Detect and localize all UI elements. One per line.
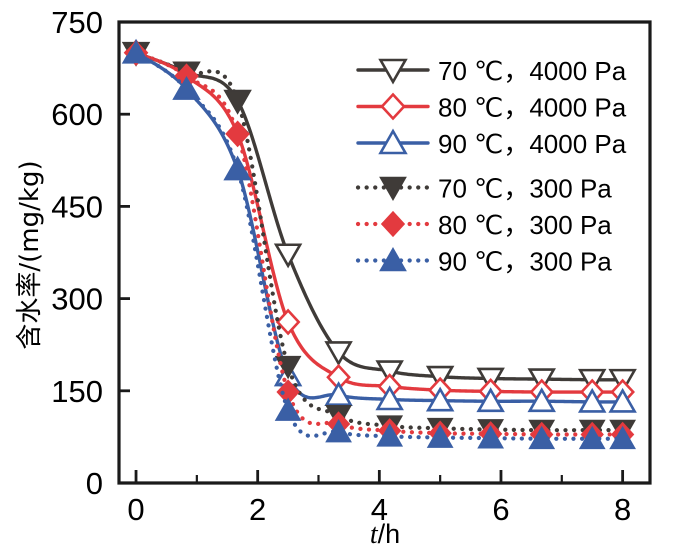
legend-label: 70 ℃，4000 Pa (438, 56, 627, 86)
x-tick-label-8: 8 (614, 492, 631, 527)
data-point-marker (528, 425, 556, 450)
svg-text:t/h: t/h (370, 519, 400, 550)
y-axis-ticks (119, 112, 130, 393)
y-tick-label-450: 450 (51, 189, 103, 224)
data-point-marker (122, 39, 150, 64)
data-point-marker (375, 385, 404, 411)
legend-marker-sample (379, 247, 407, 272)
legend-label: 90 ℃，4000 Pa (438, 129, 627, 159)
x-axis-ticks (134, 470, 625, 483)
legend-label: 90 ℃，300 Pa (438, 247, 612, 277)
data-point-marker (578, 425, 606, 450)
data-point-marker (476, 387, 505, 413)
data-point-marker (577, 387, 607, 413)
data-point-marker (608, 387, 637, 413)
data-point-marker (273, 243, 303, 269)
data-point-marker (425, 386, 455, 412)
data-point-marker (274, 397, 302, 421)
x-tick-label-6: 6 (492, 492, 509, 527)
data-point-marker (609, 425, 637, 450)
legend-label: 80 ℃，300 Pa (438, 210, 612, 240)
y-axis-title: 含水率/(mg/kg) (15, 160, 45, 349)
data-point-marker (426, 424, 454, 448)
data-point-marker (325, 418, 352, 443)
x-axis-tick-labels: 0 2 4 6 8 (127, 492, 631, 527)
legend-marker-sample (378, 128, 408, 155)
legend-label: 80 ℃，4000 Pa (438, 93, 627, 123)
legend-label: 70 ℃，300 Pa (438, 174, 612, 204)
data-point-marker (275, 308, 301, 336)
y-axis-tick-labels: 0 150 300 450 600 750 (51, 5, 103, 501)
legend-entry-3[interactable]: 90 ℃，4000 Pa (356, 128, 627, 159)
legend-marker-sample (380, 92, 406, 121)
data-point-marker (375, 360, 404, 386)
data-point-marker (173, 75, 200, 100)
x-tick-label-2: 2 (249, 492, 266, 527)
x-axis-title-variable: t (370, 519, 379, 550)
x-axis-title-unit: /h (378, 519, 401, 549)
data-point-marker (324, 381, 353, 407)
legend-marker-sample (380, 210, 406, 238)
y-tick-label-300: 300 (51, 282, 103, 317)
y-tick-label-150: 150 (51, 374, 103, 409)
y-tick-label-750: 750 (51, 5, 103, 40)
data-point-marker (225, 121, 250, 147)
data-point-marker (224, 90, 251, 114)
series-6 (122, 39, 637, 450)
chart-legend: 70 ℃，4000 Pa 80 ℃，4000 Pa 90 ℃，4000 Pa 70 ℃… (355, 56, 627, 277)
legend-entry-2[interactable]: 80 ℃，4000 Pa (356, 92, 627, 123)
y-tick-label-0: 0 (86, 466, 103, 501)
data-point-marker (477, 425, 505, 449)
legend-entry-1[interactable]: 70 ℃，4000 Pa (356, 56, 627, 86)
data-point-marker (376, 423, 404, 447)
plot-frame (117, 20, 652, 485)
x-axis-title: t/h (370, 519, 400, 550)
x-tick-label-4: 4 (371, 492, 388, 527)
data-series-layer (121, 38, 637, 450)
data-point-marker (527, 387, 556, 413)
legend-entry-6[interactable]: 90 ℃，300 Pa (355, 247, 612, 277)
y-axis-title-text: 含水率/(mg/kg) (15, 160, 45, 349)
data-point-marker (324, 341, 353, 367)
legend-marker-sample (379, 176, 407, 201)
x-tick-label-0: 0 (127, 492, 144, 527)
legend-marker-sample (378, 58, 408, 85)
legend-entry-5[interactable]: 80 ℃，300 Pa (355, 210, 612, 240)
y-tick-label-600: 600 (51, 97, 103, 132)
data-point-marker (224, 156, 251, 180)
legend-entry-4[interactable]: 70 ℃，300 Pa (355, 174, 612, 204)
